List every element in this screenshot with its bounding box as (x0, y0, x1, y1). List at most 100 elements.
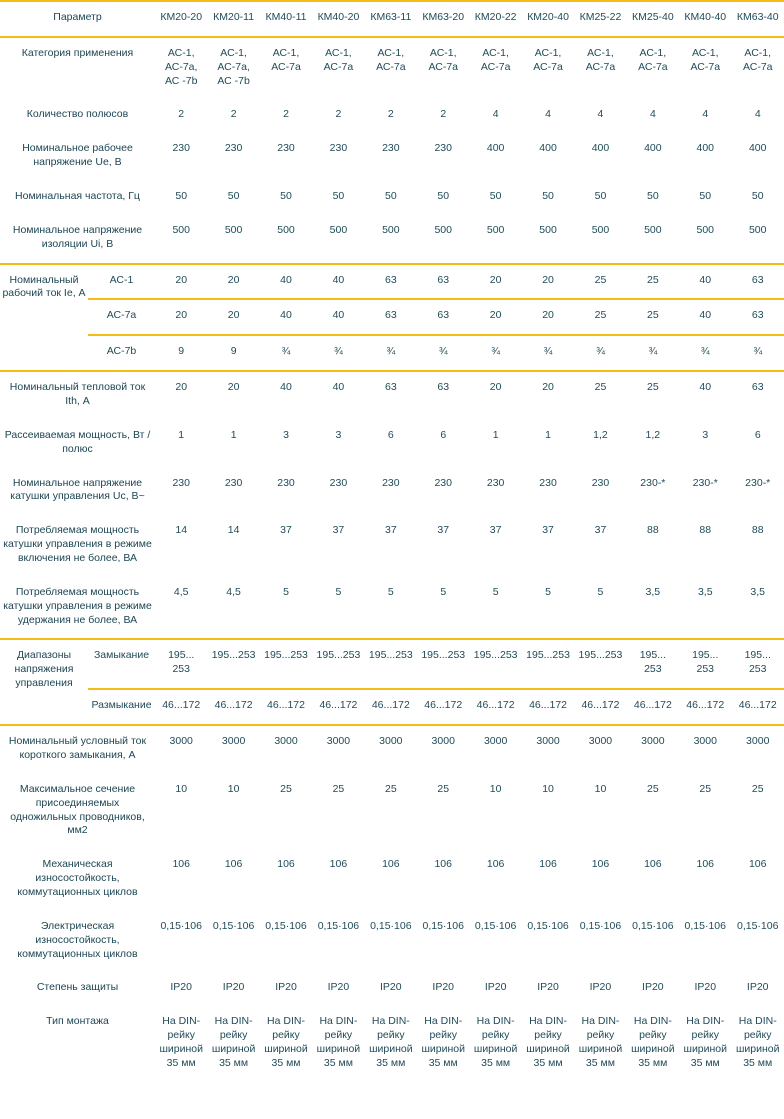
cell: 40 (312, 263, 365, 301)
cell: 230 (277, 476, 295, 489)
param-label: Электрическая износостойкость, коммутаци… (17, 919, 138, 960)
cell: 5 (312, 576, 365, 641)
cell: На DIN-рейку шириной 35 мм (473, 1015, 518, 1069)
model-header: КМ63-11 (364, 1, 418, 38)
param-label: Номинальное напряжение катушки управлени… (10, 476, 145, 503)
cell: ¾ (574, 335, 627, 373)
model-header: КМ40-20 (312, 1, 365, 38)
cell: 88 (699, 524, 712, 537)
cell: 230 (382, 476, 400, 489)
cell: 5 (521, 576, 575, 641)
cell: 6 (754, 428, 761, 441)
cell: ¾ (679, 335, 732, 373)
cell: ¾ (259, 335, 313, 373)
model-header: КМ25-22 (574, 1, 627, 38)
cell: АС-1, АС-7а (638, 46, 668, 73)
cell: 3000 (379, 735, 403, 748)
model-header: КМ40-11 (259, 1, 313, 38)
param-label: Категория применения (21, 46, 134, 59)
cell: 6 (440, 428, 447, 441)
cell: 500 (259, 214, 313, 265)
cell: 50 (699, 190, 712, 203)
table-row: Количество полюсов 2 2 2 2 2 2 4 4 4 4 4 4 (0, 99, 784, 133)
cell: 46...172 (731, 689, 784, 727)
cell: 46...172 (259, 689, 313, 727)
cell: 4 (597, 108, 604, 121)
cell: 25 (626, 299, 680, 337)
cell: 500 (417, 214, 470, 265)
cell: На DIN-рейку шириной 35 мм (369, 1015, 413, 1069)
cell: 230 (224, 476, 243, 489)
cell: 20 (175, 381, 188, 394)
table-row: Электрическая износостойкость, коммутаци… (0, 911, 784, 973)
cell: 6 (387, 428, 394, 441)
cell: 4 (754, 108, 761, 121)
cell: IP20 (537, 981, 559, 994)
cell: 230 (329, 142, 348, 155)
cell: 1 (230, 428, 237, 441)
cell: 0,15·106 (527, 919, 569, 932)
cell: 37 (280, 524, 292, 537)
cell: 106 (434, 858, 452, 871)
cell: 40 (259, 263, 313, 301)
cell: 63 (731, 299, 784, 337)
cell: 40 (679, 299, 732, 337)
table-row: Номинальная частота, Гц 50 50 50 50 50 50 50 50 5… (0, 181, 784, 215)
table-row: Категория применения АС-1, АС-7а, АС -7b А… (0, 37, 784, 100)
cell: 3000 (431, 735, 455, 748)
cell: IP20 (222, 981, 245, 994)
cell: 230 (172, 476, 190, 489)
cell: 195... 253 (155, 639, 208, 691)
cell: IP20 (275, 981, 297, 994)
cell: 3000 (536, 735, 560, 748)
cell: 3,5 (731, 576, 784, 641)
cell: 195...253 (259, 639, 313, 691)
cell: 500 (574, 214, 627, 265)
table-row: Рассеиваемая мощность, Вт / полюс 1 1 3 3 6 6 1… (0, 420, 784, 468)
table-row: Потребляемая мощность катушки управления… (0, 576, 784, 641)
cell: 50 (175, 190, 188, 203)
cell: 25 (647, 381, 659, 394)
cell: 195...253 (574, 639, 627, 691)
cell: 106 (644, 858, 662, 871)
cell: 10 (594, 782, 607, 795)
cell: 230 (224, 142, 243, 155)
cell: 106 (224, 858, 243, 871)
cell: 195...253 (469, 639, 522, 691)
model-header: КМ20-22 (469, 1, 522, 38)
cell: 400 (591, 142, 610, 155)
cell: 230-* (692, 476, 718, 489)
cell: На DIN-рейку шириной 35 мм (159, 1015, 203, 1069)
cell: 50 (542, 190, 554, 203)
cell: 25 (332, 782, 345, 795)
cell: 1,2 (593, 428, 608, 441)
cell: 195... 253 (626, 639, 680, 691)
cell: 37 (437, 524, 450, 537)
cell: IP20 (327, 981, 350, 994)
cell: 46...172 (469, 689, 522, 727)
cell: 46...172 (417, 689, 470, 727)
cell: 50 (332, 190, 345, 203)
cell: 2 (178, 108, 185, 121)
cell: 25 (699, 782, 712, 795)
cell: 2 (283, 108, 289, 121)
cell: ¾ (312, 335, 365, 373)
cell: 63 (384, 381, 397, 394)
cell: 230 (172, 142, 190, 155)
cell: 230 (277, 142, 295, 155)
cell: 230 (434, 476, 452, 489)
cell: 88 (751, 524, 764, 537)
cell: АС-1, АС-7а (428, 46, 458, 73)
cell: 37 (542, 524, 554, 537)
cell: На DIN-рейку шириной 35 мм (211, 1015, 256, 1069)
cell: 0,15·106 (370, 919, 412, 932)
cell: 2 (440, 108, 447, 121)
cell: 1 (178, 428, 185, 441)
cell: 106 (539, 858, 557, 871)
cell: IP20 (642, 981, 664, 994)
cell: АС-1, АС-7а (690, 46, 721, 73)
param-label: Номинальный рабочий ток Ie, А (0, 263, 88, 373)
cell: На DIN-рейку шириной 35 мм (578, 1015, 623, 1069)
cell: 20 (542, 381, 554, 394)
cell: 0,15·106 (422, 919, 464, 932)
